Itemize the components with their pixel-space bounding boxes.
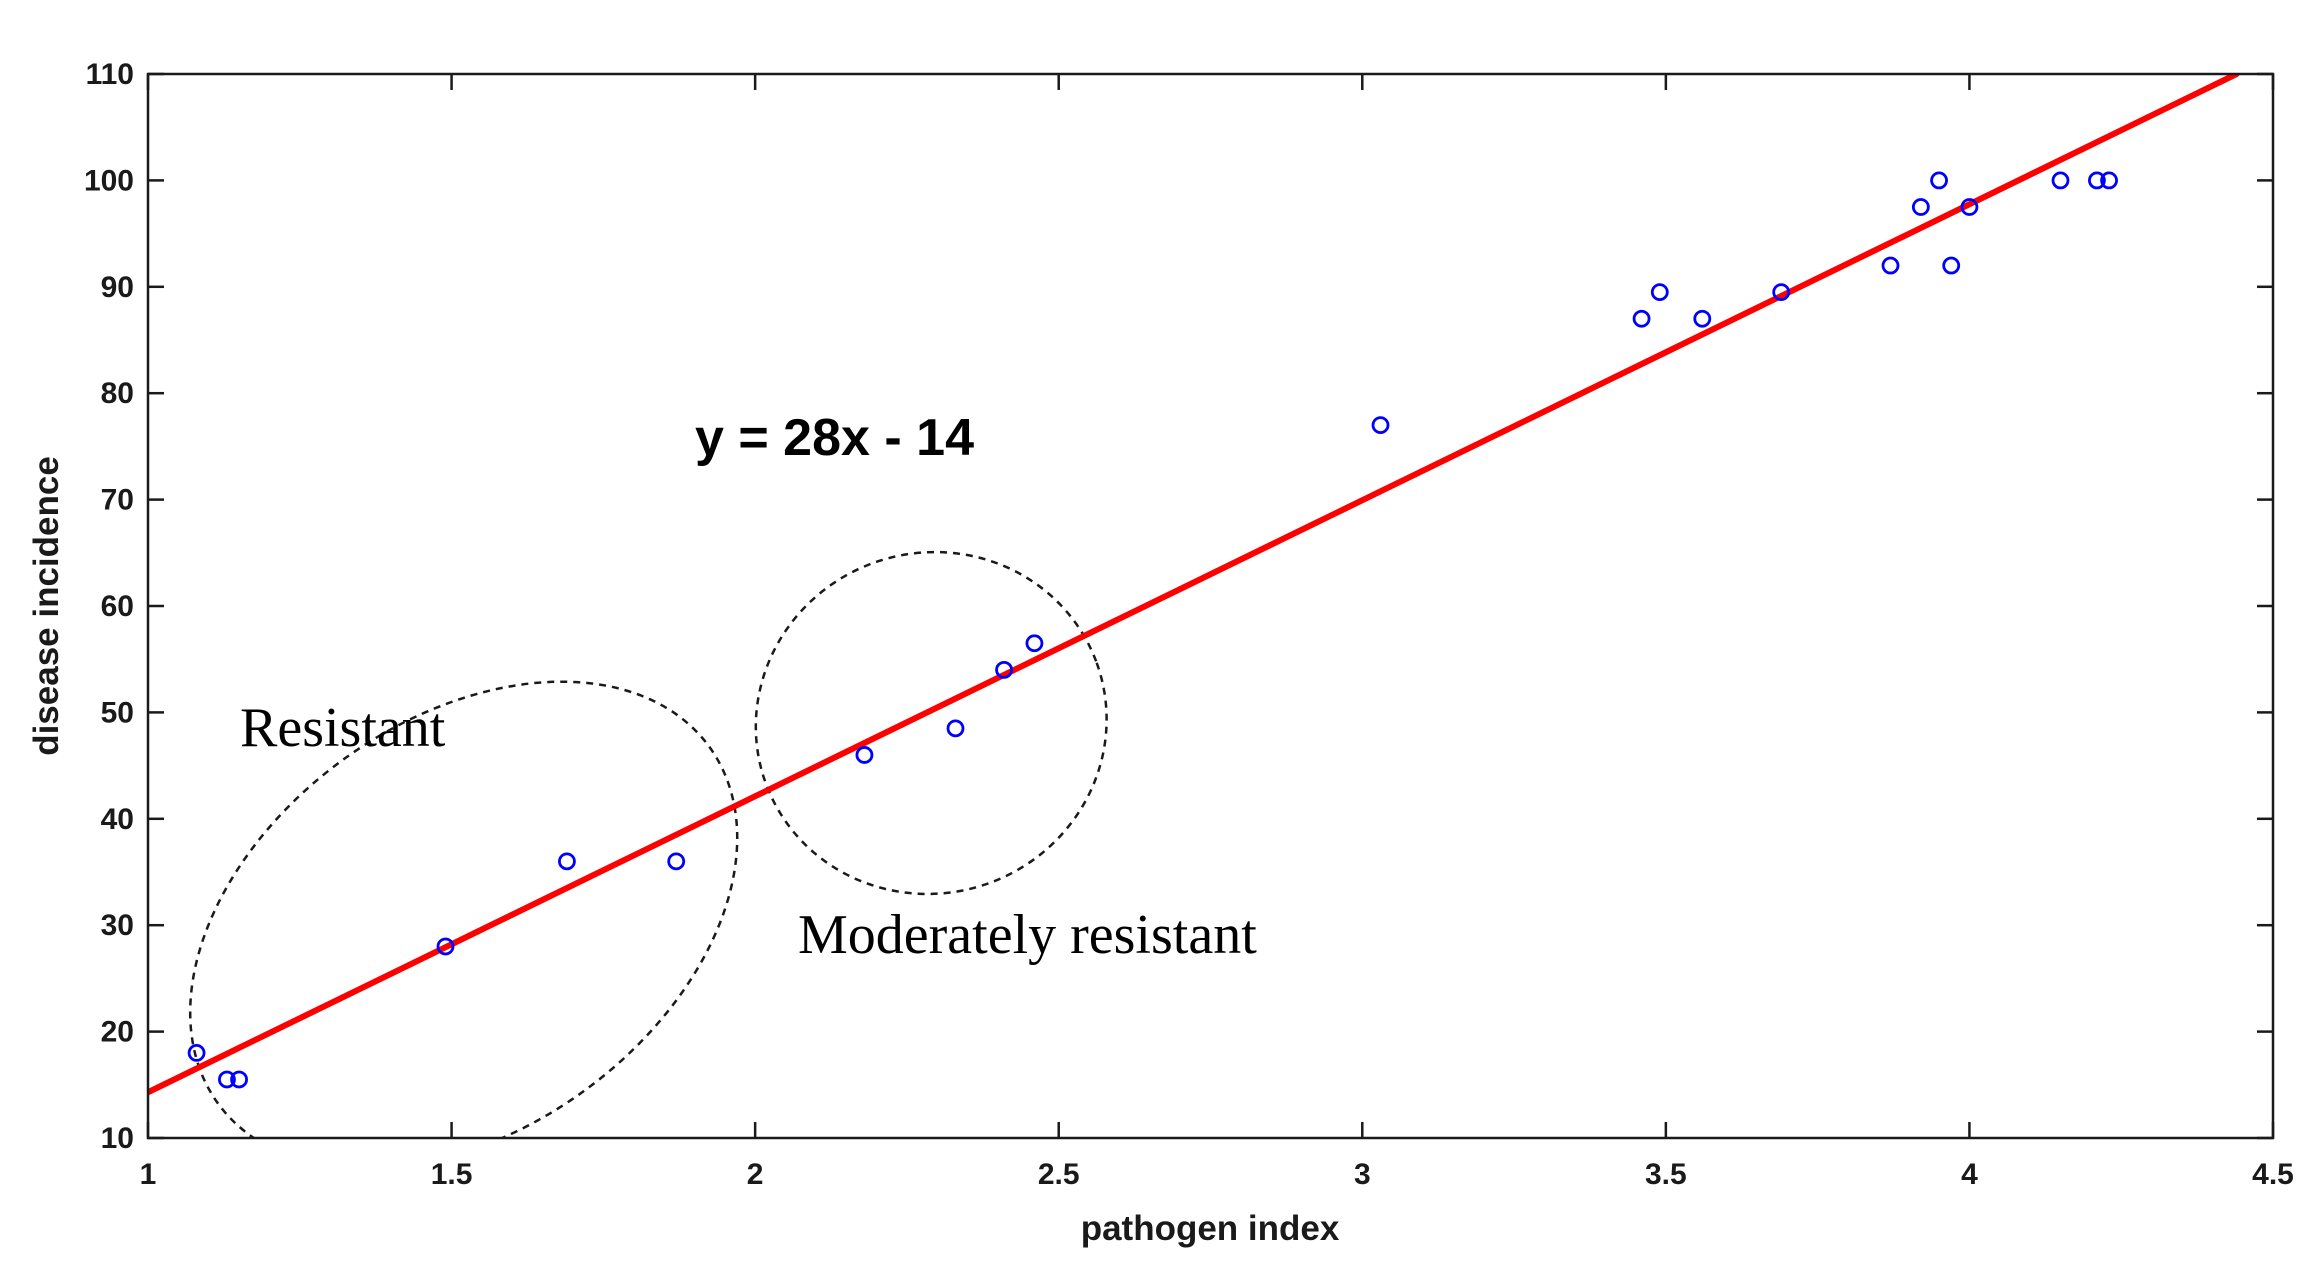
y-tick-label: 20 bbox=[101, 1016, 134, 1049]
x-tick-label: 2.5 bbox=[1038, 1158, 1080, 1191]
data-point bbox=[1025, 634, 1044, 653]
data-point bbox=[1632, 309, 1651, 328]
data-point bbox=[1911, 198, 1930, 216]
regression-line bbox=[148, 74, 2240, 1096]
data-points bbox=[187, 171, 2118, 1089]
plot-frame bbox=[146, 72, 2275, 1140]
data-point bbox=[1942, 256, 1961, 275]
y-tick-label: 100 bbox=[84, 164, 134, 197]
data-point bbox=[1693, 309, 1712, 328]
data-point bbox=[558, 852, 576, 871]
y-tick-label: 60 bbox=[101, 590, 134, 623]
y-tick-label: 70 bbox=[101, 484, 134, 517]
x-tick-label: 4.5 bbox=[2252, 1158, 2294, 1191]
data-point bbox=[946, 719, 965, 738]
data-point bbox=[667, 852, 686, 871]
x-tick-label: 3 bbox=[1354, 1158, 1371, 1191]
x-tick-labels: 1 1.5 2 2.5 3 3.5 4 4.5 bbox=[140, 1158, 2294, 1191]
data-point bbox=[1881, 256, 1900, 275]
y-tick-label: 50 bbox=[101, 696, 134, 729]
x-tick-label: 3.5 bbox=[1645, 1158, 1687, 1191]
data-point bbox=[230, 1070, 248, 1089]
data-point bbox=[1772, 283, 1791, 302]
x-tick-label: 1 bbox=[140, 1158, 157, 1191]
resistant-group-ellipse bbox=[188, 680, 739, 1138]
x-tick-label: 1.5 bbox=[431, 1158, 473, 1191]
x-tick-label: 2 bbox=[747, 1158, 764, 1191]
resistant-label: Resistant bbox=[240, 697, 446, 759]
data-point bbox=[187, 1043, 206, 1062]
equation-annotation: y = 28x - 14 bbox=[695, 409, 974, 467]
y-tick-label: 10 bbox=[101, 1122, 134, 1155]
data-point bbox=[995, 660, 1013, 679]
y-tick-labels: 10 20 30 40 50 60 70 80 90 100 110 bbox=[84, 58, 134, 1155]
data-point bbox=[2088, 171, 2106, 190]
data-point bbox=[2100, 171, 2118, 190]
y-tick-label: 30 bbox=[101, 909, 134, 942]
y-tick-label: 90 bbox=[101, 271, 134, 304]
data-point bbox=[1960, 198, 1979, 216]
data-point bbox=[855, 746, 874, 764]
data-point bbox=[1930, 171, 1948, 190]
data-point bbox=[2051, 171, 2070, 190]
x-tick-label: 4 bbox=[1961, 1158, 1978, 1191]
x-axis-title: pathogen index bbox=[1081, 1209, 1340, 1248]
moderately-resistant-label: Moderately resistant bbox=[798, 904, 1257, 966]
data-point bbox=[218, 1070, 236, 1089]
data-point bbox=[436, 937, 455, 956]
moderately-resistant-group-ellipse bbox=[754, 550, 1108, 896]
data-point bbox=[1371, 416, 1390, 435]
plot-area bbox=[148, 74, 2240, 1138]
y-axis-title: disease incidence bbox=[27, 456, 66, 756]
data-point bbox=[1650, 283, 1669, 302]
y-tick-label: 110 bbox=[86, 58, 134, 91]
y-tick-label: 40 bbox=[101, 803, 134, 836]
y-tick-label: 80 bbox=[101, 377, 134, 410]
